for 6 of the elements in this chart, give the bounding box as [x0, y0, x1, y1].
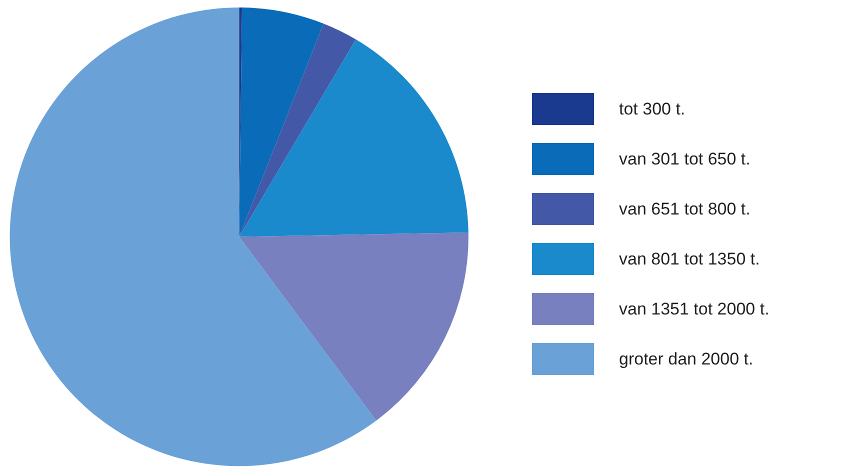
legend-label: groter dan 2000 t. — [619, 350, 754, 368]
legend-label: tot 300 t. — [619, 100, 686, 118]
legend-label: van 301 tot 650 t. — [619, 150, 750, 168]
legend-label: van 1351 tot 2000 t. — [619, 300, 770, 318]
legend-label: van 801 tot 1350 t. — [619, 250, 760, 268]
legend-label: van 651 tot 800 t. — [619, 200, 750, 218]
